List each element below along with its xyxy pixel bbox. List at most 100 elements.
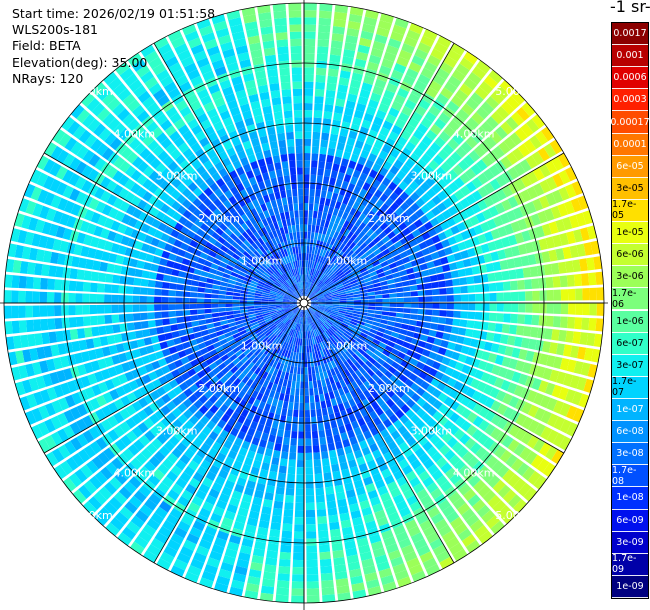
range-gate (193, 82, 207, 93)
range-gate (263, 571, 276, 580)
range-gate (209, 349, 218, 357)
range-gate (330, 311, 338, 316)
range-gate (289, 321, 295, 329)
range-gate (239, 59, 252, 69)
range-gate (388, 131, 399, 142)
range-gate (132, 286, 141, 295)
range-gate (276, 279, 283, 285)
range-gate (240, 309, 248, 314)
range-gate (320, 264, 326, 272)
range-gate (522, 466, 536, 481)
range-gate (167, 160, 179, 172)
range-gate (314, 312, 320, 318)
range-gate (358, 37, 372, 48)
range-gate (338, 273, 346, 280)
range-gate (268, 307, 277, 311)
range-gate (332, 163, 340, 172)
range-gate (439, 310, 447, 317)
range-gate (157, 463, 170, 476)
range-gate (99, 261, 108, 272)
range-gate (132, 124, 145, 137)
range-gate (294, 395, 300, 403)
range-gate (159, 500, 172, 513)
range-gate (221, 277, 229, 283)
range-gate (553, 416, 565, 431)
range-gate (72, 489, 87, 504)
range-gate (317, 350, 322, 359)
range-gate (157, 240, 167, 250)
range-gate (70, 406, 82, 420)
range-gate (340, 362, 347, 371)
range-gate (418, 370, 428, 380)
range-gate (387, 38, 402, 49)
range-gate (142, 178, 153, 190)
range-gate (62, 169, 74, 183)
range-gate (316, 308, 324, 313)
range-gate (333, 256, 340, 264)
range-gate (430, 487, 443, 500)
range-gate (252, 337, 260, 344)
range-gate (327, 282, 334, 288)
range-gate (373, 116, 384, 127)
range-gate (320, 333, 326, 341)
range-gate (187, 353, 196, 362)
range-label: 1.00km (241, 255, 283, 268)
range-gate (501, 185, 513, 198)
range-gate (229, 170, 238, 180)
azimuth-line (43, 152, 305, 304)
range-gate (192, 326, 201, 333)
range-gate (237, 353, 246, 361)
range-gate (203, 197, 213, 207)
range-gate (338, 294, 347, 298)
range-gate (181, 258, 191, 266)
range-gate (315, 401, 321, 410)
range-gate (490, 90, 505, 105)
range-gate (319, 273, 325, 280)
range-gate (374, 314, 382, 319)
range-gate (128, 380, 139, 391)
range-gate (8, 351, 18, 366)
range-gate (179, 454, 191, 465)
range-gate (305, 324, 307, 332)
range-gate (365, 520, 377, 531)
range-gate (24, 231, 35, 246)
range-gate (459, 57, 474, 71)
range-gate (204, 410, 215, 420)
range-gate (347, 348, 355, 356)
range-gate (221, 366, 230, 375)
range-gate (177, 171, 189, 182)
range-gate (233, 82, 245, 93)
range-gate (297, 309, 302, 317)
range-gate (317, 255, 322, 263)
range-gate (309, 395, 315, 403)
range-gate (278, 347, 284, 356)
range-gate (431, 422, 442, 434)
range-gate (127, 118, 140, 132)
range-gate (177, 323, 186, 330)
range-gate (208, 212, 218, 222)
range-gate (295, 338, 299, 346)
range-gate (394, 356, 403, 365)
range-gate (187, 69, 201, 81)
range-gate (328, 514, 339, 523)
range-gate (224, 268, 232, 275)
range-gate (228, 195, 237, 205)
range-gate (294, 210, 299, 218)
range-gate (74, 468, 88, 483)
range-gate (125, 295, 133, 303)
range-gate (322, 594, 336, 603)
range-gate (283, 281, 290, 288)
range-gate (262, 499, 273, 508)
range-gate (295, 388, 300, 396)
range-gate (19, 396, 31, 411)
range-gate (255, 358, 262, 367)
range-gate (209, 52, 223, 63)
range-gate (188, 442, 199, 454)
range-gate (269, 294, 277, 298)
range-gate (241, 7, 256, 17)
range-gate (326, 329, 333, 337)
range-gate (254, 367, 262, 375)
range-gate (333, 341, 340, 349)
range-gate (305, 274, 307, 282)
range-gate (416, 123, 429, 135)
